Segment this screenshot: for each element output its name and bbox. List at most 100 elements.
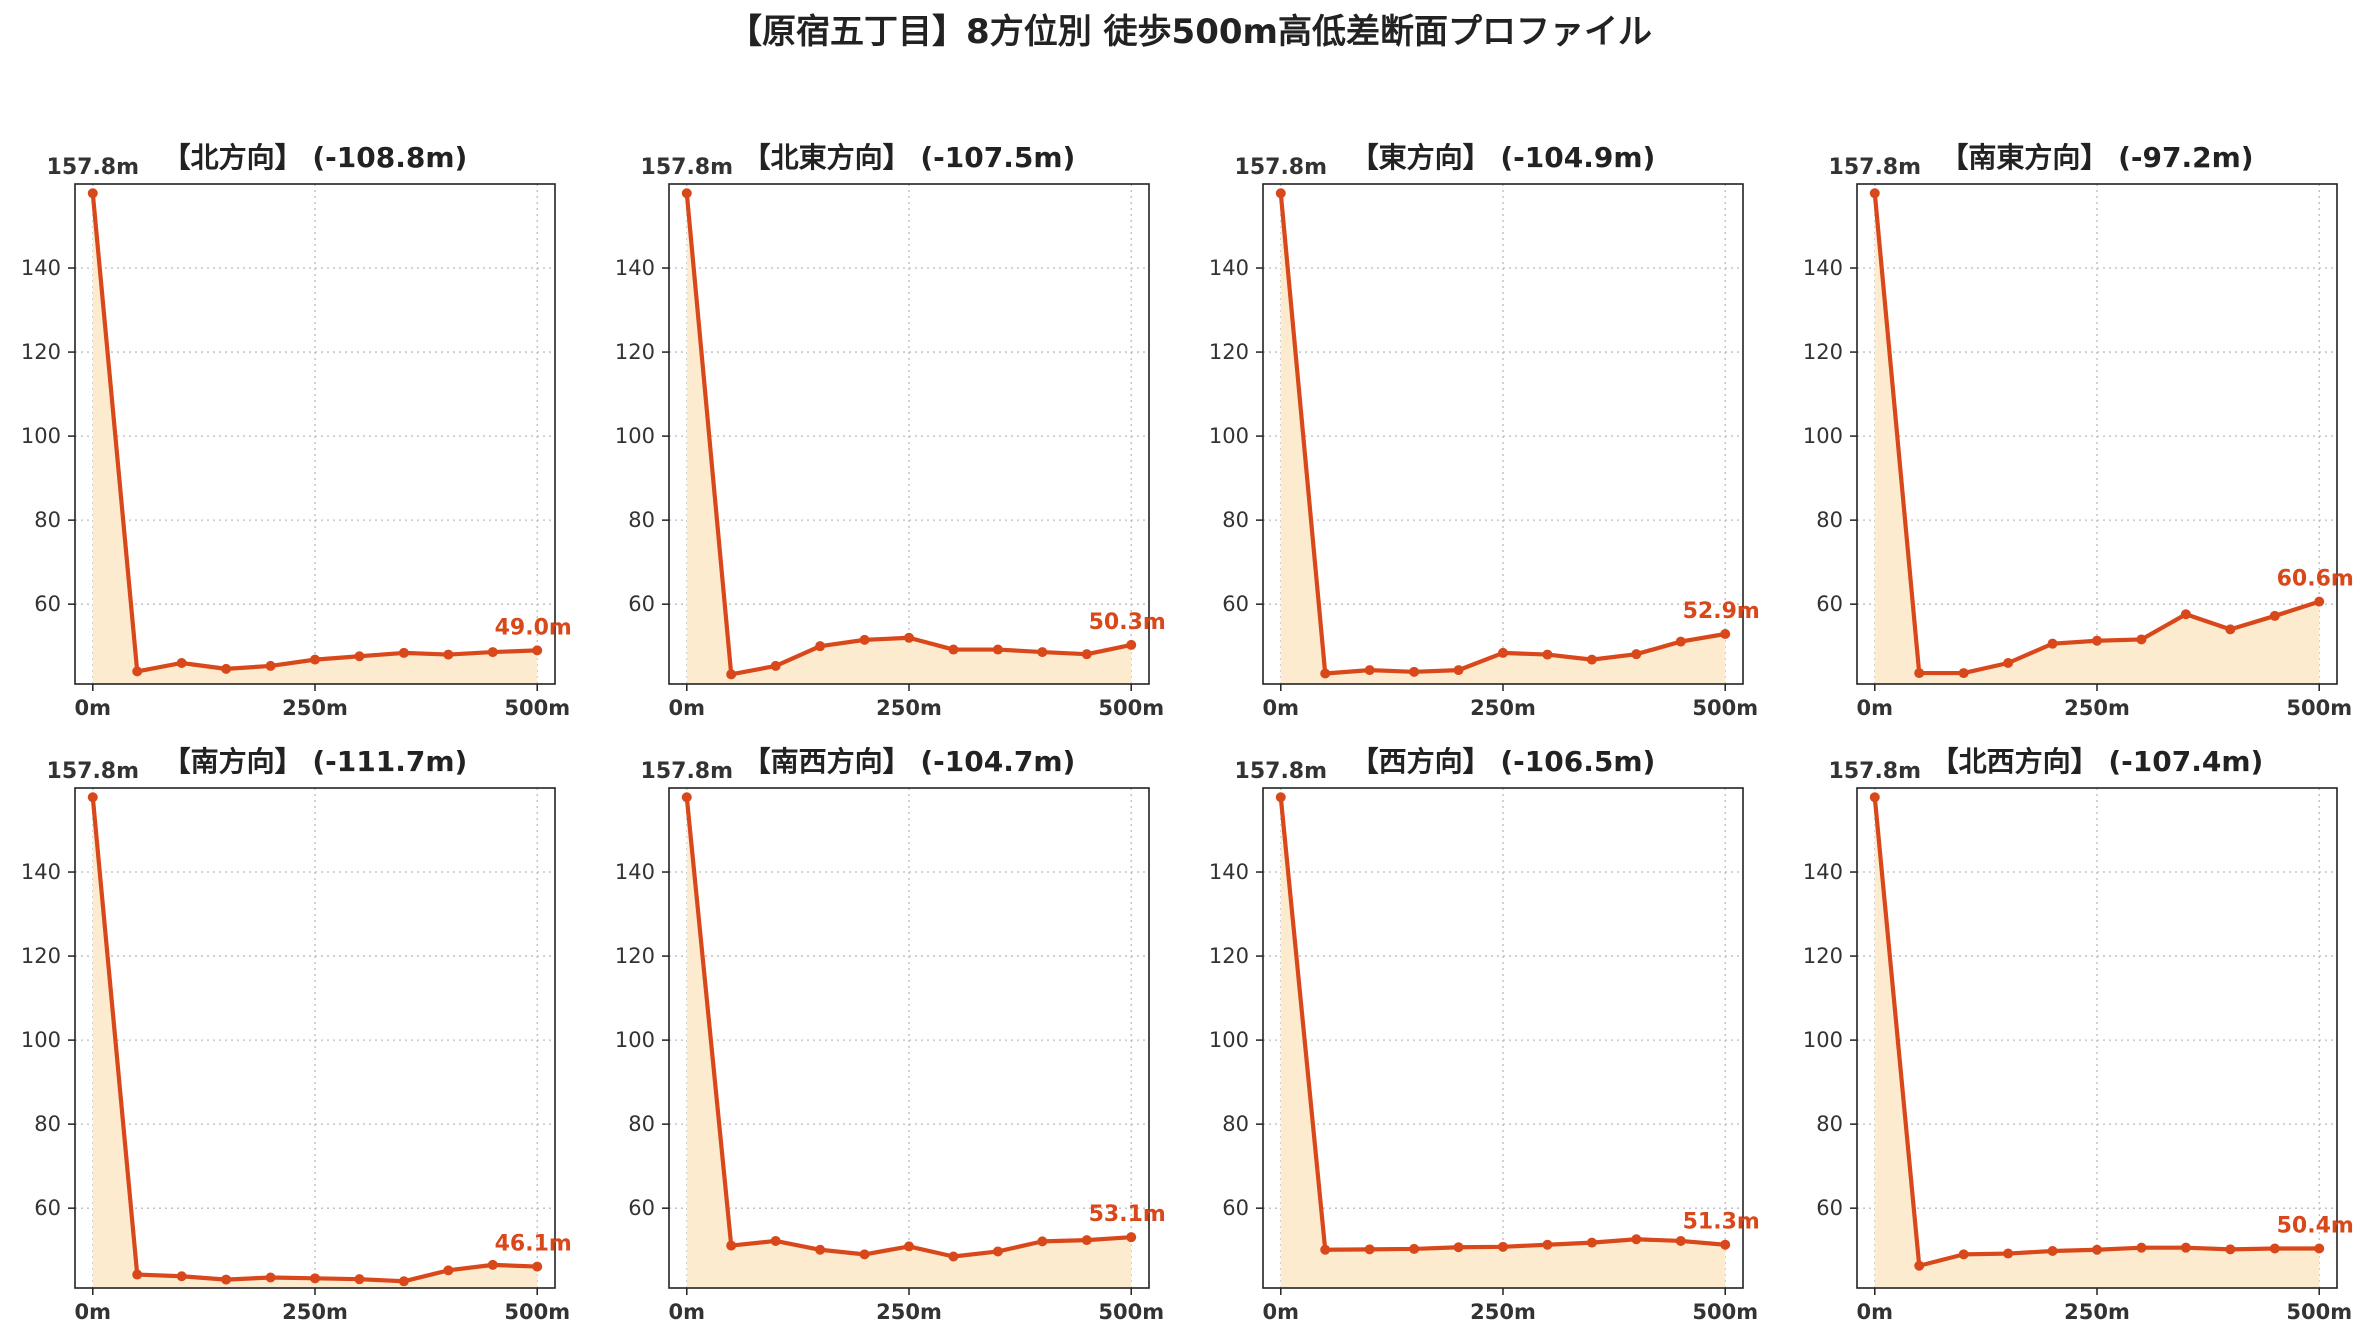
y-tick-label: 80 [34,508,61,532]
axes-frame [1856,183,2338,685]
data-point [1720,629,1731,639]
subplot-4: 0m 250m 500m 60 80 100 120 140 【南東方向】 (-97.2m) 15… [1803,141,2354,720]
profile-line [1872,191,2322,676]
data-point [487,1259,498,1270]
y-tick-label: 60 [628,592,655,616]
y-tick-label: 80 [34,1112,61,1136]
start-label-bg [632,756,741,786]
x-tick-label: 500m [504,696,570,720]
y-tick-label: 120 [1803,944,1843,968]
x-tick-label: 0m [1857,696,1894,720]
data-point [132,666,143,677]
data-point [681,188,692,199]
data-point [354,1274,365,1285]
data-point [2136,1242,2147,1253]
y-tick-label: 140 [1803,860,1843,884]
x-tick-label: 500m [2286,1300,2352,1324]
subplot-3: 0m 250m 500m 60 80 100 120 140 【東方向】 (-104.9m) 15… [1209,141,1760,720]
data-point [443,649,454,660]
data-point [354,651,365,662]
data-point [1364,1244,1375,1255]
data-point [1631,1234,1642,1245]
data-point [398,647,409,658]
y-tick-label: 120 [21,944,61,968]
y-tick-label: 100 [1803,1028,1843,1052]
data-point [1958,1249,1969,1260]
end-label: 46.1m [495,1232,572,1257]
y-tick-label: 80 [1816,508,1843,532]
end-label: 50.3m [1089,610,1166,635]
data-point [726,669,737,680]
y-tick-label: 100 [1209,1028,1249,1052]
data-point [2269,1243,2280,1254]
data-point [1675,1235,1686,1246]
subplot-6: 0m 250m 500m 60 80 100 120 140 【南西方向】 (-104.7m) 1… [615,745,1166,1324]
y-tick-label: 80 [1816,1112,1843,1136]
data-point [859,1249,870,1260]
data-point [1914,1260,1925,1271]
x-tick-label: 0m [1857,1300,1894,1324]
data-point [2314,1243,2325,1254]
data-point [532,645,543,656]
x-tick-label: 250m [1470,696,1536,720]
y-tick-label: 60 [34,1196,61,1220]
data-point [532,1261,543,1272]
data-point [1081,649,1092,660]
data-point [1409,666,1420,677]
subplot-title: 【南西方向】 (-104.7m) [743,745,1076,778]
data-point [2136,634,2147,645]
axes-frame [668,787,1150,1289]
x-tick-label: 0m [1263,696,1300,720]
y-tick-label: 100 [615,424,655,448]
subplot-5: 0m 250m 500m 60 80 100 120 140 【南方向】 (-111.7m) 15… [21,745,572,1324]
subplot-title: 【東方向】 (-104.9m) [1351,141,1656,174]
y-tick-label: 80 [1222,1112,1249,1136]
y-tick-label: 60 [34,592,61,616]
x-tick-label: 0m [75,1300,112,1324]
data-point [1542,1239,1553,1250]
subplot-title: 【南方向】 (-111.7m) [163,745,468,778]
y-tick-label: 100 [615,1028,655,1052]
data-point [310,1273,320,1284]
data-point [1675,636,1686,647]
data-point [815,641,826,652]
data-point [487,647,498,658]
data-point [1453,1242,1464,1253]
data-point [992,1246,1003,1257]
x-tick-label: 500m [1692,1300,1758,1324]
y-tick-label: 140 [21,256,61,280]
data-point [1275,188,1286,199]
data-point [1320,668,1331,679]
y-tick-label: 60 [1816,1196,1843,1220]
end-label: 51.3m [1683,1210,1760,1235]
x-tick-label: 500m [1692,696,1758,720]
data-point [2225,1244,2236,1255]
data-point [2092,635,2102,646]
x-tick-label: 250m [282,1300,348,1324]
subplot-2: 0m 250m 500m 60 80 100 120 140 【北東方向】 (-107.5m) 1… [615,141,1166,720]
y-tick-label: 60 [1222,1196,1249,1220]
y-tick-label: 60 [628,1196,655,1220]
subplot-1: 0m 250m 500m 60 80 100 120 140 【北方向】 (-108.8m) 15… [21,141,572,720]
data-point [859,634,870,645]
axes-frame [668,183,1150,685]
data-point [176,657,187,668]
start-label-bg [1820,152,1929,182]
data-point [2180,1242,2191,1253]
data-point [1869,792,1880,803]
x-tick-label: 0m [669,696,706,720]
data-point [726,1240,737,1251]
start-label: 157.8m [1235,155,1328,180]
x-tick-label: 250m [282,696,348,720]
data-point [2314,596,2325,607]
data-point [992,644,1003,655]
x-tick-label: 250m [2064,696,2130,720]
subplot-title: 【北東方向】 (-107.5m) [743,141,1076,174]
y-tick-label: 120 [1803,340,1843,364]
data-point [87,792,98,803]
data-point [1364,665,1375,676]
start-label: 157.8m [1235,759,1328,784]
x-tick-label: 0m [669,1300,706,1324]
y-tick-label: 60 [1222,592,1249,616]
